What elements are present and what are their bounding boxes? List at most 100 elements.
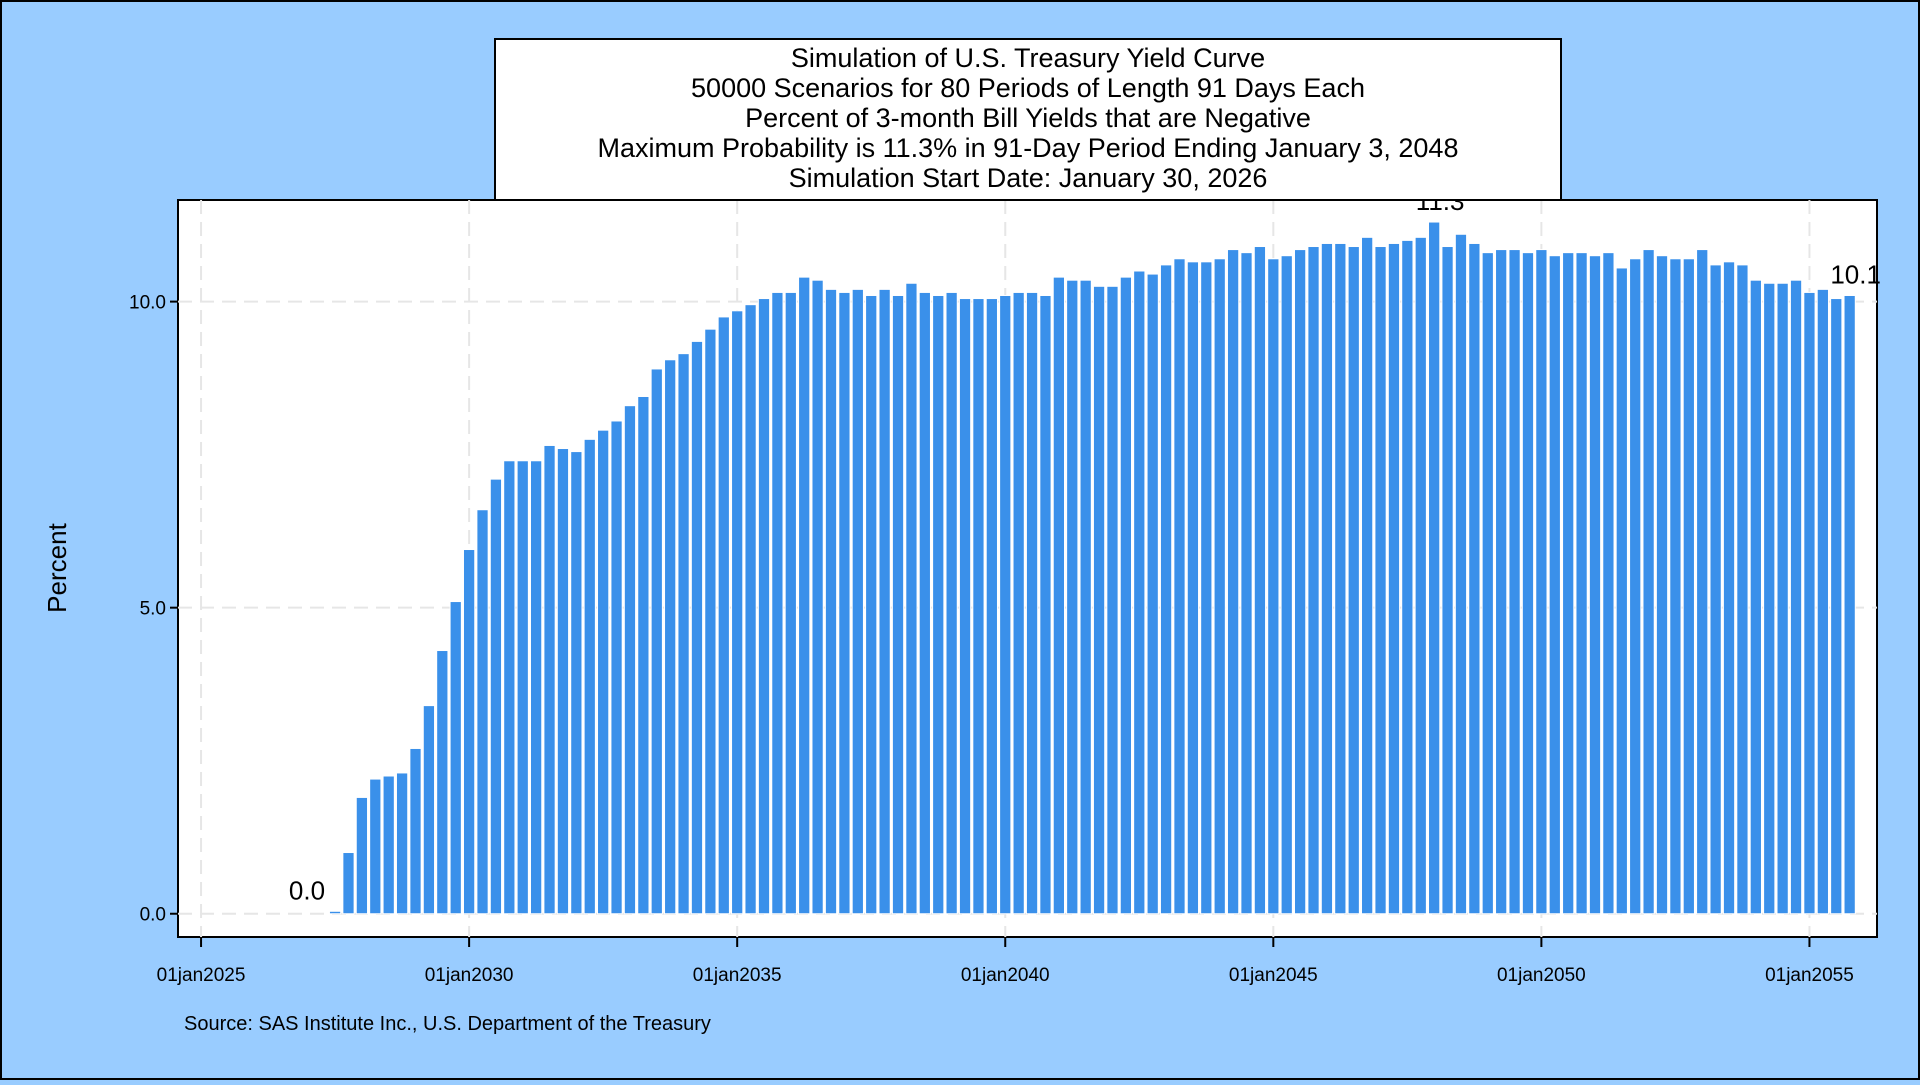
bar	[543, 444, 556, 915]
bar	[918, 291, 931, 915]
bar	[597, 429, 610, 915]
bar	[1776, 282, 1789, 915]
bar	[865, 294, 878, 915]
y-tick-label: 0.0	[140, 905, 166, 926]
bar	[1374, 246, 1387, 915]
bar	[1696, 249, 1709, 915]
bar	[1481, 252, 1494, 915]
bar	[1320, 242, 1334, 915]
x-tick-label: 01jan2045	[1229, 965, 1318, 986]
x-tick-label: 01jan2040	[961, 965, 1050, 986]
bar	[1119, 276, 1133, 915]
bar	[1495, 249, 1508, 915]
bar	[1092, 285, 1106, 915]
bar	[878, 288, 891, 915]
bar	[1615, 267, 1628, 915]
bar	[838, 291, 851, 915]
title-box	[494, 38, 1562, 201]
bar	[704, 328, 717, 915]
bar	[1253, 246, 1267, 915]
bar	[556, 448, 570, 915]
bar	[1441, 246, 1454, 915]
chart-title: 50000 Scenarios for 80 Periods of Length…	[691, 73, 1365, 103]
bar	[369, 778, 382, 915]
x-tick-label: 01jan2055	[1765, 965, 1854, 986]
bar	[1508, 249, 1521, 915]
bar	[1428, 221, 1441, 915]
bar	[1548, 255, 1561, 915]
value-label: 0.0	[289, 875, 325, 905]
bar	[1535, 249, 1548, 915]
x-tick-label: 01jan2050	[1497, 965, 1586, 986]
bar	[1602, 252, 1615, 915]
bar	[409, 747, 422, 915]
bar	[1025, 291, 1039, 915]
bar	[1401, 239, 1414, 915]
bar	[1830, 298, 1843, 915]
bar	[731, 310, 744, 915]
bar	[436, 650, 449, 915]
bar	[1173, 258, 1186, 915]
bar	[1562, 252, 1575, 915]
bar	[1079, 279, 1092, 915]
bar	[798, 276, 811, 915]
bar	[395, 772, 409, 915]
bar	[1361, 236, 1374, 915]
bar	[824, 288, 838, 915]
bar	[610, 420, 623, 915]
bar	[1521, 252, 1535, 915]
value-label: 10.1	[1830, 259, 1881, 289]
bar	[1334, 242, 1347, 915]
bar	[1669, 258, 1682, 915]
bar	[623, 405, 637, 915]
bar	[945, 291, 958, 915]
bar	[851, 288, 864, 915]
bar	[1709, 264, 1722, 915]
bar	[744, 304, 757, 915]
bar	[677, 353, 690, 915]
bar	[1012, 291, 1025, 915]
bar	[1159, 264, 1173, 915]
y-tick-label: 5.0	[140, 599, 166, 620]
bar	[1347, 246, 1360, 915]
bar	[1106, 285, 1119, 915]
bar	[1722, 261, 1736, 915]
bar	[1642, 249, 1655, 915]
bar	[516, 460, 529, 915]
bar	[489, 478, 503, 915]
bar	[328, 910, 342, 915]
bar	[530, 460, 543, 915]
bar	[757, 298, 771, 915]
bar	[1454, 233, 1468, 915]
y-tick-label: 10.0	[129, 293, 166, 314]
bar	[1763, 282, 1776, 915]
bar	[1803, 291, 1816, 915]
bar	[1749, 279, 1762, 915]
bar	[811, 279, 824, 915]
bar	[1200, 261, 1213, 915]
bar	[1414, 236, 1427, 915]
bar	[1575, 252, 1588, 915]
bar	[717, 316, 730, 915]
bar	[1066, 279, 1079, 915]
y-axis-label: Percent	[42, 522, 72, 612]
bar	[1816, 288, 1829, 915]
bar	[1052, 276, 1065, 915]
bar	[1307, 246, 1320, 915]
bar	[1736, 264, 1749, 915]
bar	[664, 359, 677, 915]
bar	[771, 291, 784, 915]
bar	[342, 852, 355, 915]
bar	[1226, 249, 1240, 915]
bar	[382, 775, 395, 915]
bar	[583, 438, 596, 915]
chart-title: Simulation of U.S. Treasury Yield Curve	[791, 43, 1265, 73]
bar	[1039, 294, 1052, 915]
bar	[1213, 258, 1226, 915]
source-note: Source: SAS Institute Inc., U.S. Departm…	[184, 1013, 711, 1035]
chart-title: Maximum Probability is 11.3% in 91-Day P…	[598, 133, 1459, 163]
bar	[1280, 255, 1293, 915]
bar	[1588, 255, 1602, 915]
